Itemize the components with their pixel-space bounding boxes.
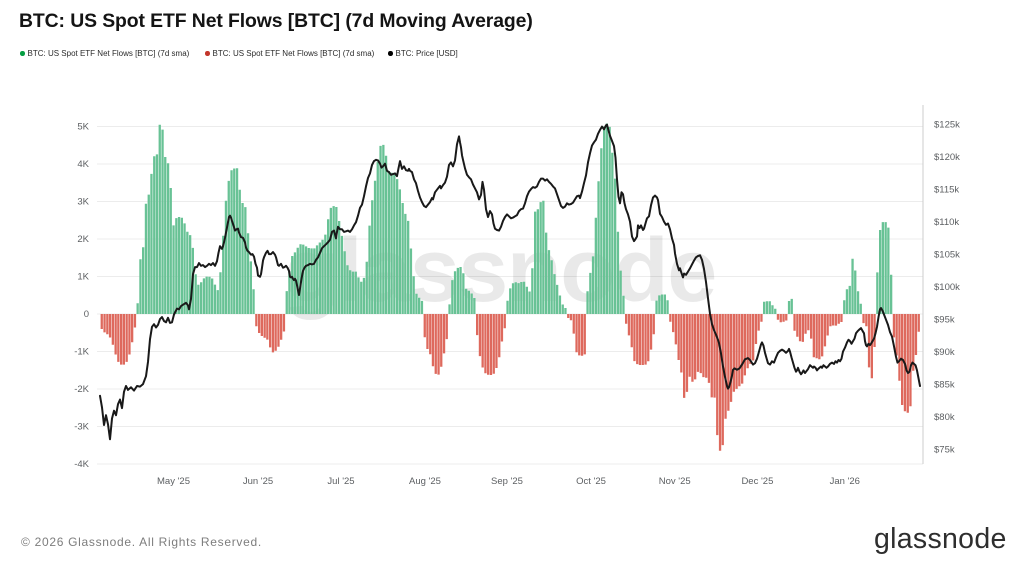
- svg-text:Nov '25: Nov '25: [659, 476, 691, 487]
- svg-text:Jun '25: Jun '25: [243, 476, 273, 487]
- svg-text:$105k: $105k: [934, 250, 960, 261]
- svg-text:Aug '25: Aug '25: [409, 476, 441, 487]
- svg-text:$120k: $120k: [934, 152, 960, 163]
- svg-text:$90k: $90k: [934, 347, 955, 358]
- svg-text:$125k: $125k: [934, 120, 960, 131]
- svg-text:-1K: -1K: [74, 347, 89, 358]
- svg-text:-3K: -3K: [74, 422, 89, 433]
- svg-text:Dec '25: Dec '25: [741, 476, 773, 487]
- svg-text:glassnode: glassnode: [284, 221, 716, 321]
- svg-text:$115k: $115k: [934, 185, 959, 196]
- svg-text:$75k: $75k: [934, 445, 955, 456]
- svg-text:$85k: $85k: [934, 380, 955, 391]
- svg-text:$100k: $100k: [934, 282, 960, 293]
- svg-text:$95k: $95k: [934, 315, 955, 326]
- svg-text:0: 0: [84, 309, 89, 320]
- svg-text:May '25: May '25: [157, 476, 190, 487]
- svg-text:4K: 4K: [77, 159, 89, 170]
- svg-text:3K: 3K: [77, 197, 89, 208]
- svg-text:$110k: $110k: [934, 217, 959, 228]
- svg-text:5K: 5K: [77, 122, 89, 133]
- svg-text:Jan '26: Jan '26: [830, 476, 860, 487]
- svg-text:-2K: -2K: [74, 384, 89, 395]
- svg-text:Jul '25: Jul '25: [327, 476, 354, 487]
- svg-text:Oct '25: Oct '25: [576, 476, 606, 487]
- svg-text:$80k: $80k: [934, 412, 955, 423]
- svg-text:2K: 2K: [77, 234, 89, 245]
- svg-text:1K: 1K: [77, 272, 89, 283]
- svg-text:Sep '25: Sep '25: [491, 476, 523, 487]
- svg-text:-4K: -4K: [74, 459, 89, 470]
